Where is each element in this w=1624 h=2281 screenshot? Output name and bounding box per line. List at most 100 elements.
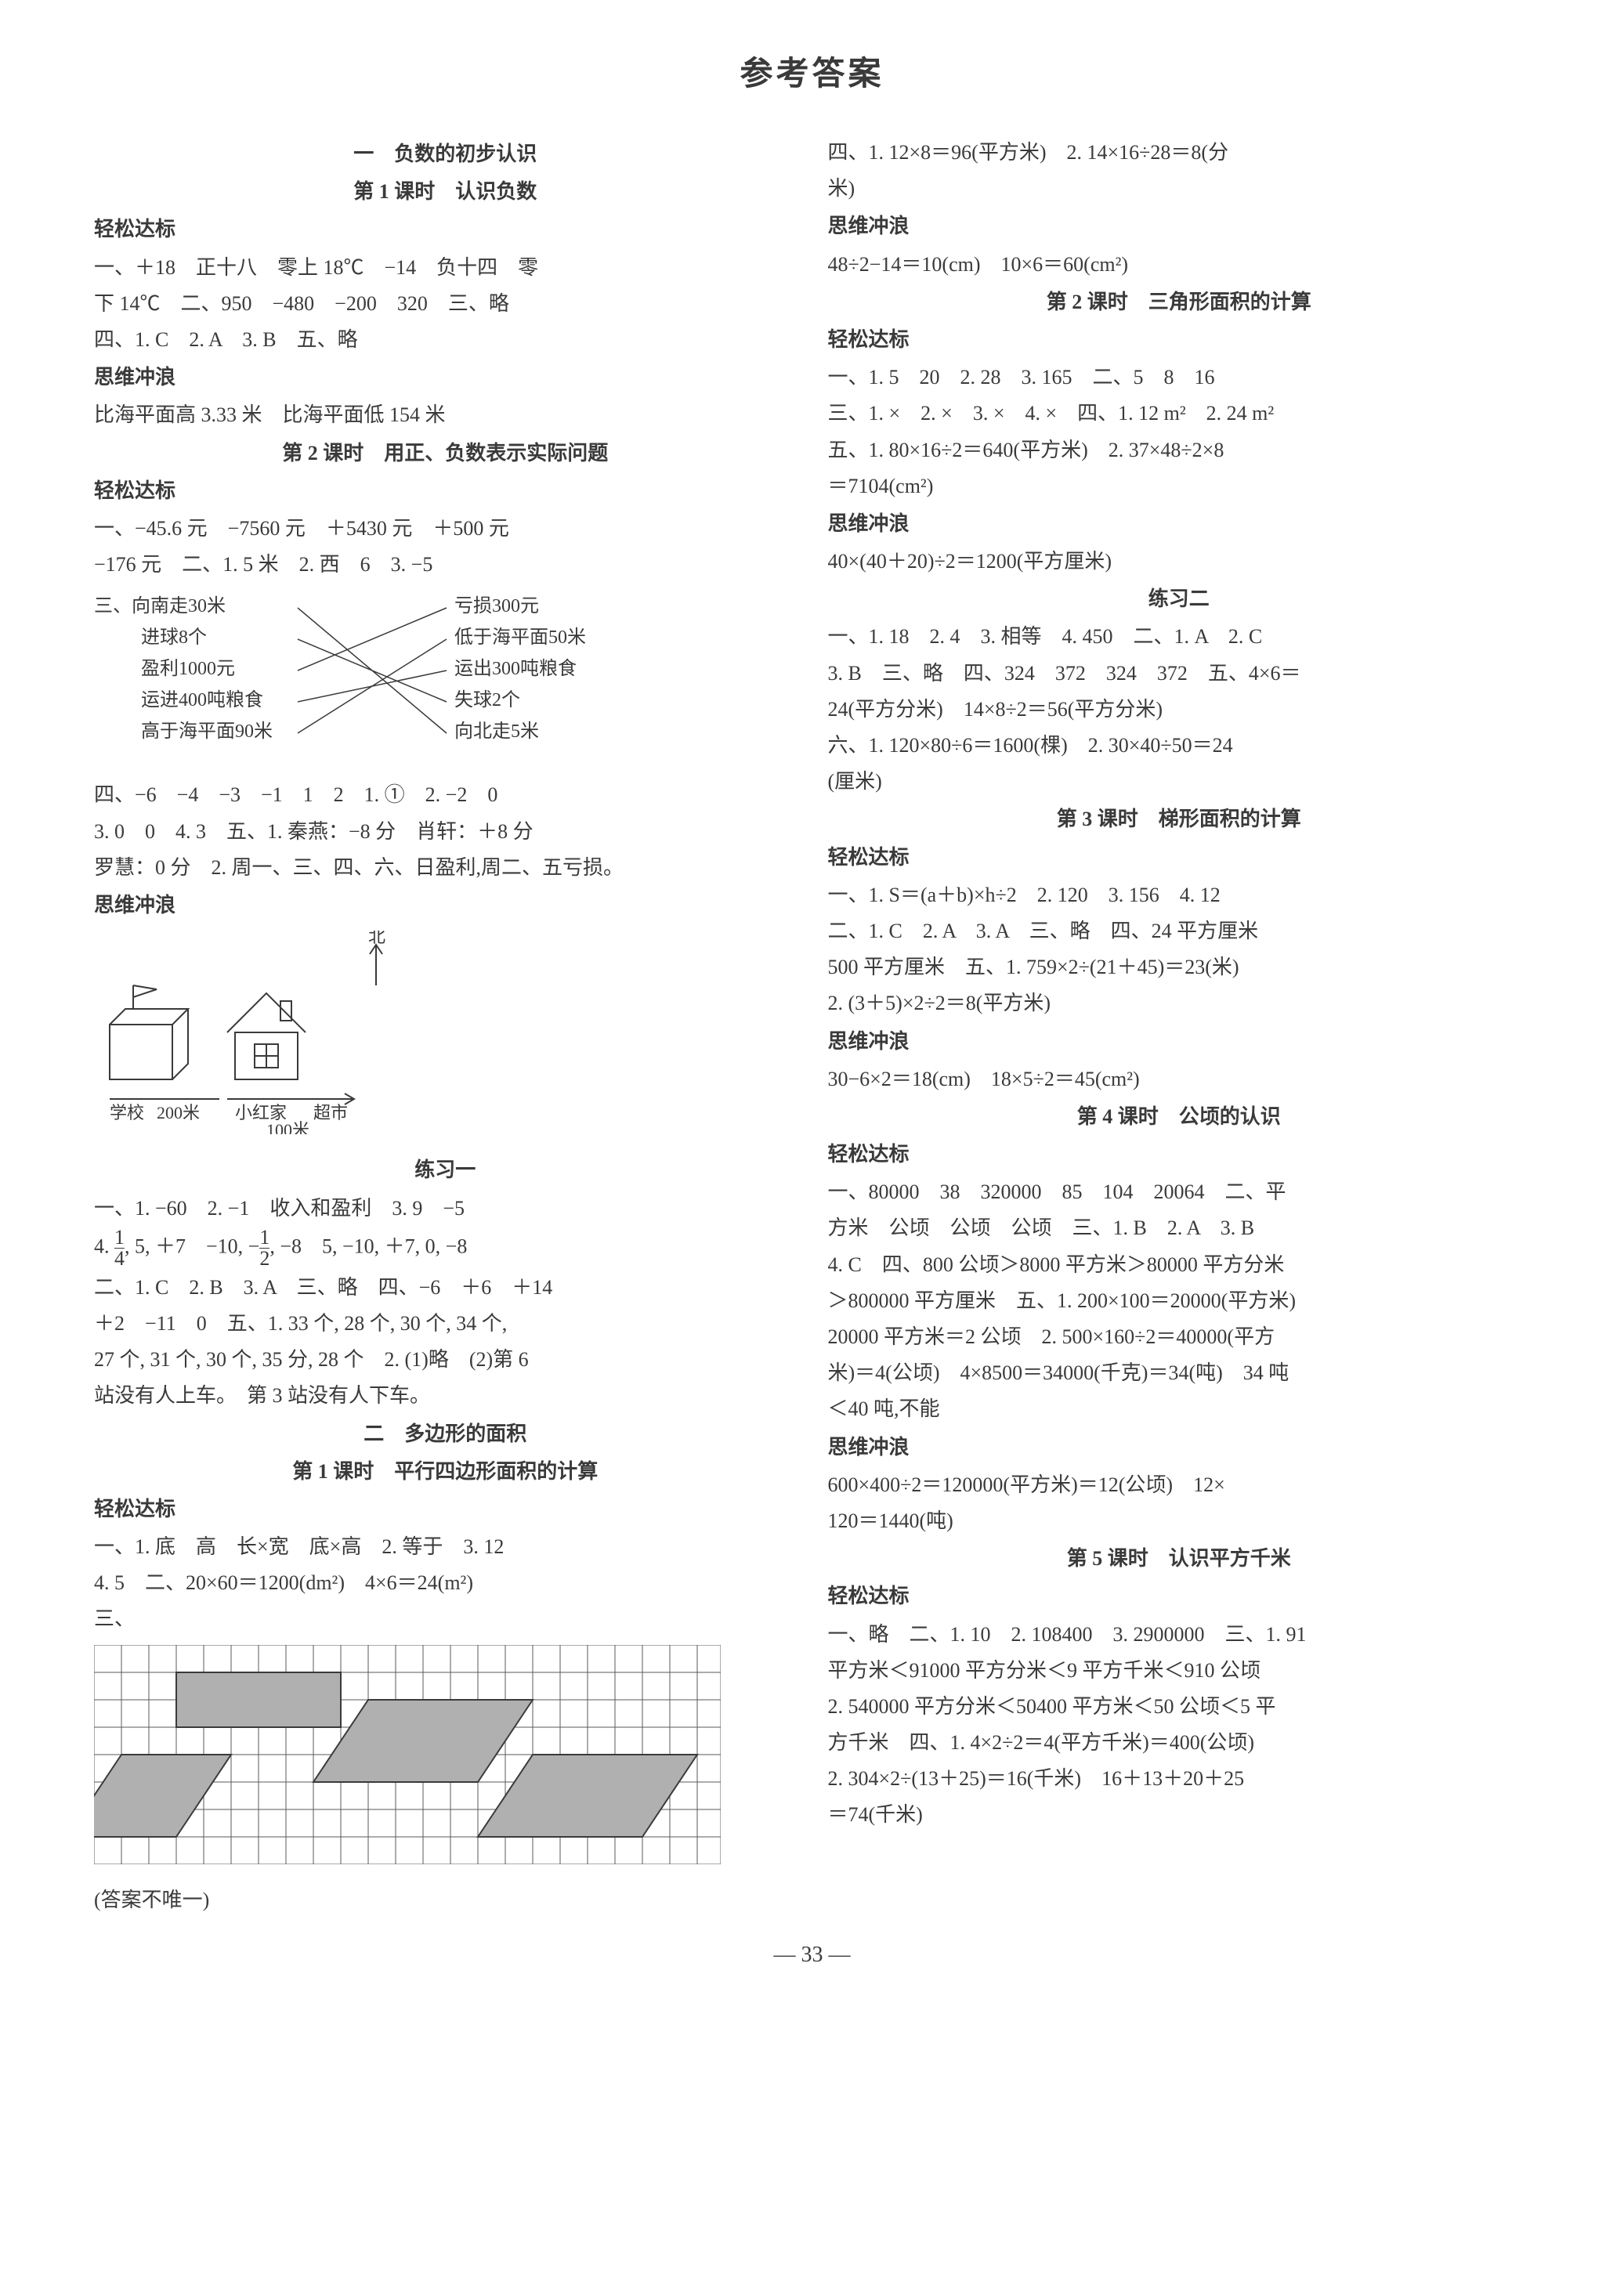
answer-line: 48÷2−14＝10(cm) 10×6＝60(cm²)	[828, 248, 1531, 282]
answer-line: 平方米＜91000 平方分米＜9 平方千米＜910 公顷	[828, 1654, 1531, 1688]
match-right-2: 运出300吨粮食	[454, 658, 577, 679]
easy-goal-r2: 轻松达标	[828, 323, 1531, 357]
match-right-1: 低于海平面50米	[454, 627, 586, 648]
answer-line: 二、1. C 2. A 3. A 三、略 四、24 平方厘米	[828, 914, 1531, 949]
lesson-2-1-heading: 第 1 课时 平行四边形面积的计算	[94, 1455, 797, 1489]
north-label: 北	[368, 931, 385, 946]
answer-line: 四、−6 −4 −3 −1 1 2 1. ① 2. −2 0	[94, 778, 797, 812]
easy-goal-2: 轻松达标	[94, 474, 797, 508]
answer-line: 一、80000 38 320000 85 104 20064 二、平	[828, 1175, 1531, 1209]
answer-line: 六、1. 120×80÷6＝1600(棵) 2. 30×40÷50＝24	[828, 728, 1531, 763]
chapter-1-heading: 一 负数的初步认识	[94, 137, 797, 172]
answer-line: −176 元 二、1. 5 米 2. 西 6 3. −5	[94, 548, 797, 582]
rectangle-1	[176, 1672, 341, 1727]
answer-line: 罗慧：0 分 2. 周一、三、四、六、日盈利,周二、五亏损。	[94, 851, 797, 885]
answer-line: 4. C 四、800 公顷＞8000 平方米＞80000 平方分米	[828, 1248, 1531, 1282]
thinking-surf-1: 思维冲浪	[94, 360, 797, 395]
two-column-layout: 一 负数的初步认识 第 1 课时 认识负数 轻松达标 一、＋18 正十八 零上 …	[94, 134, 1530, 1919]
answer-line: ＜40 吨,不能	[828, 1392, 1531, 1426]
lesson-r4-heading: 第 4 课时 公顷的认识	[828, 1100, 1531, 1134]
answer-note: (答案不唯一)	[94, 1883, 797, 1918]
answer-line: 4. 14, 5, ＋7 −10, −12, −8 5, −10, ＋7, 0,…	[94, 1227, 797, 1269]
match-left-4: 高于海平面90米	[141, 721, 273, 742]
lesson-r2-heading: 第 2 课时 三角形面积的计算	[828, 285, 1531, 320]
grid-parallelogram-diagram	[94, 1645, 797, 1875]
page-number: — 33 —	[94, 1943, 1530, 1968]
answer-line: 120＝1440(吨)	[828, 1504, 1531, 1538]
answer-line: 四、1. C 2. A 3. B 五、略	[94, 323, 797, 357]
answer-line: 一、1. −60 2. −1 收入和盈利 3. 9 −5	[94, 1191, 797, 1226]
parallelogram-2	[478, 1755, 697, 1837]
answer-line: 20000 平方米＝2 公顷 2. 500×160÷2＝40000(平方	[828, 1320, 1531, 1354]
answer-line: 2. 304×2÷(13＋25)＝16(千米) 16＋13＋20＋25	[828, 1762, 1531, 1796]
answer-line: 2. 540000 平方分米＜50400 平方米＜50 公顷＜5 平	[828, 1690, 1531, 1724]
school-label: 学校	[110, 1103, 144, 1122]
parallelogram-3	[94, 1755, 231, 1837]
answer-line: 比海平面高 3.33 米 比海平面低 154 米	[94, 398, 797, 432]
match-left-2: 盈利1000元	[141, 658, 235, 679]
answer-line: 一、1. S＝(a＋b)×h÷2 2. 120 3. 156 4. 12	[828, 878, 1531, 913]
answer-line: 500 平方厘米 五、1. 759×2÷(21＋45)＝23(米)	[828, 950, 1531, 985]
answer-line: 30−6×2＝18(cm) 18×5÷2＝45(cm²)	[828, 1062, 1531, 1097]
answer-line: 三、1. × 2. × 3. × 4. × 四、1. 12 m² 2. 24 m…	[828, 396, 1531, 431]
thinking-surf-2: 思维冲浪	[94, 888, 797, 923]
answer-line: 40×(40＋20)÷2＝1200(平方厘米)	[828, 544, 1531, 579]
answer-line: 方米 公顷 公顷 公顷 三、1. B 2. A 3. B	[828, 1211, 1531, 1245]
answer-line: ＞800000 平方厘米 五、1. 200×100＝20000(平方米)	[828, 1284, 1531, 1318]
thinking-surf-r4: 思维冲浪	[828, 1430, 1531, 1465]
answer-line: 一、1. 5 20 2. 28 3. 165 二、5 8 16	[828, 360, 1531, 395]
answer-line: 600×400÷2＝120000(平方米)＝12(公顷) 12×	[828, 1468, 1531, 1502]
match-right-0: 亏损300元	[454, 595, 539, 616]
answer-line: ＝7104(cm²)	[828, 469, 1531, 504]
dist-100-label: 100米	[266, 1120, 309, 1134]
answer-line: 下 14℃ 二、950 −480 −200 320 三、略	[94, 287, 797, 321]
answer-line: 2. (3＋5)×2÷2＝8(平方米)	[828, 986, 1531, 1021]
thinking-surf-r3: 思维冲浪	[828, 1025, 1531, 1059]
parallelogram-1	[313, 1700, 533, 1782]
lesson-2-heading: 第 2 课时 用正、负数表示实际问题	[94, 436, 797, 471]
answer-line: ＝74(千米)	[828, 1798, 1531, 1832]
practice-2-heading: 练习二	[828, 582, 1531, 616]
answer-line: ＋2 −11 0 五、1. 33 个, 28 个, 30 个, 34 个,	[94, 1307, 797, 1341]
answer-line: 27 个, 31 个, 30 个, 35 分, 28 个 2. (1)略 (2)…	[94, 1343, 797, 1377]
answer-line: 一、1. 18 2. 4 3. 相等 4. 450 二、1. A 2. C	[828, 620, 1531, 654]
easy-goal-3: 轻松达标	[94, 1492, 797, 1527]
answer-line: 一、1. 底 高 长×宽 底×高 2. 等于 3. 12	[94, 1530, 797, 1564]
practice-1-heading: 练习一	[94, 1153, 797, 1187]
answer-line: 站没有人上车。 第 3 站没有人下车。	[94, 1379, 797, 1413]
easy-goal-r4: 轻松达标	[828, 1137, 1531, 1172]
answer-line: 三、	[94, 1602, 797, 1636]
answer-line: 24(平方分米) 14×8÷2＝56(平方分米)	[828, 692, 1531, 727]
thinking-surf-r1: 思维冲浪	[828, 209, 1531, 244]
right-column: 四、1. 12×8＝96(平方米) 2. 14×16÷28＝8(分 米) 思维冲…	[828, 134, 1531, 1919]
answer-line: 3. B 三、略 四、324 372 324 372 五、4×6＝	[828, 656, 1531, 691]
page-title: 参考答案	[94, 47, 1530, 95]
answer-line: 五、1. 80×16÷2＝640(平方米) 2. 37×48÷2×8	[828, 433, 1531, 468]
answer-line: 二、1. C 2. B 3. A 三、略 四、−6 ＋6 ＋14	[94, 1271, 797, 1305]
match-left-1: 进球8个	[141, 627, 207, 648]
thinking-surf-r2: 思维冲浪	[828, 507, 1531, 541]
answer-line: 四、1. 12×8＝96(平方米) 2. 14×16÷28＝8(分	[828, 136, 1531, 170]
matching-diagram: 三、向南走30米 进球8个 盈利1000元 运进400吨粮食 高于海平面90米 …	[94, 588, 797, 772]
lesson-r3-heading: 第 3 课时 梯形面积的计算	[828, 802, 1531, 837]
market-label: 超市	[313, 1103, 348, 1122]
answer-line: 一、＋18 正十八 零上 18℃ −14 负十四 零	[94, 251, 797, 285]
lesson-1-heading: 第 1 课时 认识负数	[94, 175, 797, 209]
match-right-3: 失球2个	[454, 689, 520, 710]
answer-line: 米)	[828, 172, 1531, 206]
match-left-0: 三、向南走30米	[94, 595, 226, 616]
match-left-3: 运进400吨粮食	[141, 689, 263, 710]
answer-line: 4. 5 二、20×60＝1200(dm²) 4×6＝24(m²)	[94, 1566, 797, 1600]
answer-line: 一、略 二、1. 10 2. 108400 3. 2900000 三、1. 91	[828, 1618, 1531, 1652]
match-right-4: 向北走5米	[454, 721, 539, 742]
easy-goal-1: 轻松达标	[94, 212, 797, 247]
easy-goal-r3: 轻松达标	[828, 840, 1531, 875]
left-column: 一 负数的初步认识 第 1 课时 认识负数 轻松达标 一、＋18 正十八 零上 …	[94, 134, 797, 1919]
easy-goal-r5: 轻松达标	[828, 1579, 1531, 1614]
answer-line: 一、−45.6 元 −7560 元 ＋5430 元 ＋500 元	[94, 512, 797, 546]
lesson-r5-heading: 第 5 课时 认识平方千米	[828, 1542, 1531, 1576]
answer-line: 方千米 四、1. 4×2÷2＝4(平方千米)＝400(公顷)	[828, 1726, 1531, 1760]
answer-line: 米)＝4(公顷) 4×8500＝34000(千克)＝34(吨) 34 吨	[828, 1356, 1531, 1390]
chapter-2-heading: 二 多边形的面积	[94, 1417, 797, 1451]
dist-200-label: 200米	[157, 1103, 200, 1122]
